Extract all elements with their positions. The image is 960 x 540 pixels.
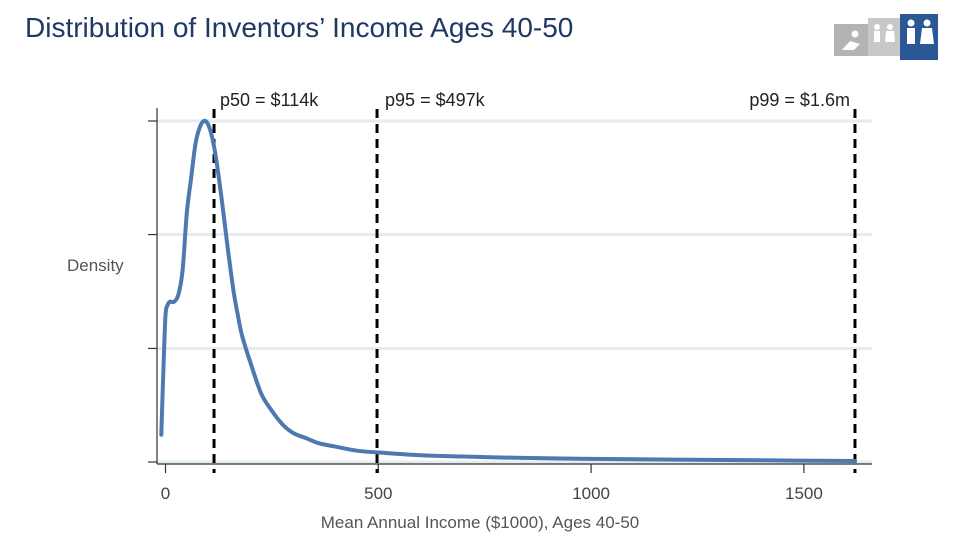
density-series <box>159 118 857 463</box>
x-axis-title: Mean Annual Income ($1000), Ages 40-50 <box>321 513 640 532</box>
x-tick-label: 0 <box>161 484 170 503</box>
percentile-label: p95 = $497k <box>385 90 486 110</box>
density-line <box>159 118 857 463</box>
family-people-icon <box>834 14 938 60</box>
page-title: Distribution of Inventors’ Income Ages 4… <box>25 12 574 43</box>
percentile-label: p50 = $114k <box>220 90 319 110</box>
labels: 0 500 1000 1500 Mean Annual Income ($1000), … <box>67 90 850 532</box>
x-tick-label: 500 <box>364 484 392 503</box>
axes <box>148 108 872 473</box>
percentile-lines <box>212 109 857 473</box>
x-tick-label: 1500 <box>785 484 823 503</box>
percentile-label: p99 = $1.6m <box>749 90 850 110</box>
grid-lines <box>157 119 872 464</box>
y-axis-title: Density <box>67 256 124 275</box>
x-tick-label: 1000 <box>572 484 610 503</box>
